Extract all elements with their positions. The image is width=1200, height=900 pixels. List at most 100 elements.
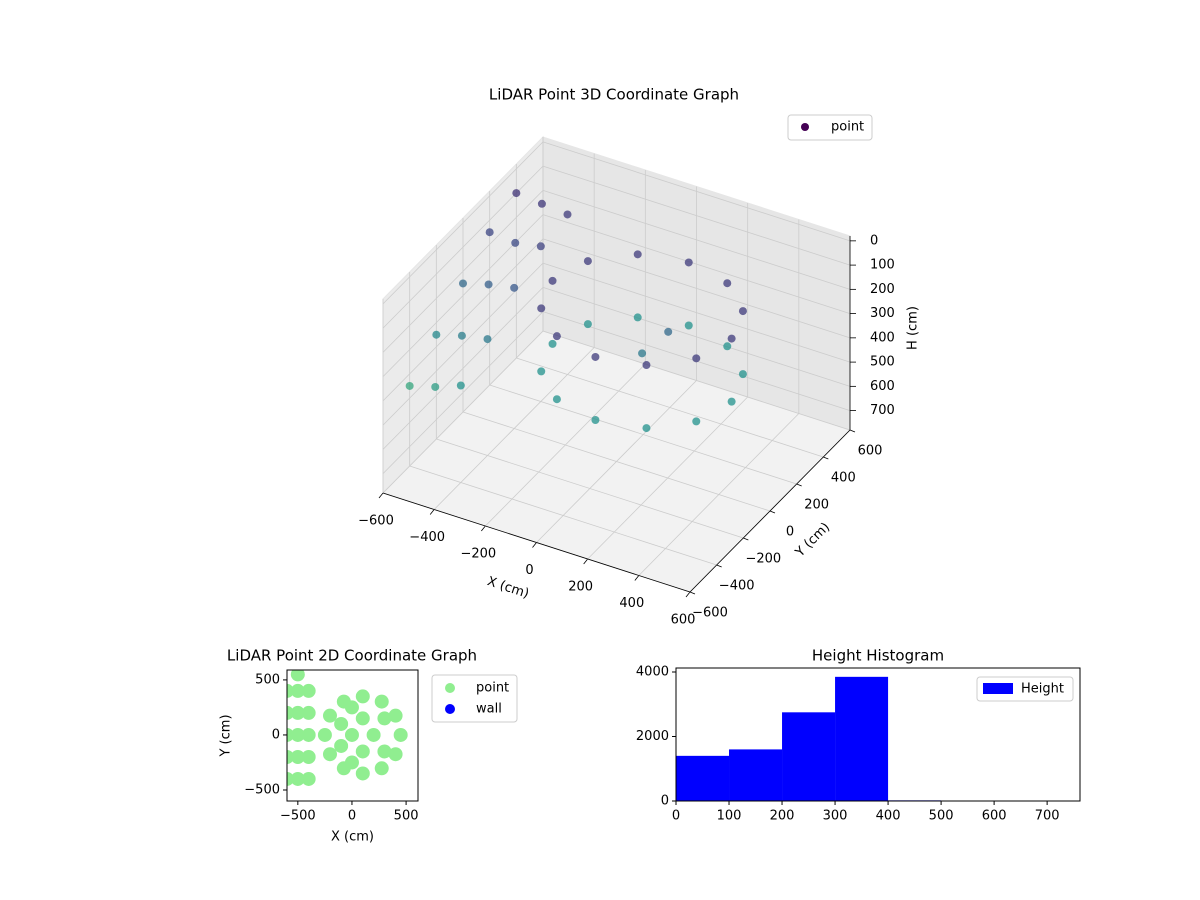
bar (782, 712, 836, 801)
point (583, 320, 592, 329)
point (301, 683, 316, 698)
x-tick-label: −200 (460, 547, 496, 562)
z-axis-label: H (cm) (906, 306, 921, 350)
point (512, 189, 521, 198)
point (355, 744, 370, 759)
point (563, 210, 572, 219)
tick-mark (685, 591, 691, 598)
grid-line (382, 287, 544, 450)
grid-line (542, 238, 851, 339)
point (684, 321, 693, 330)
legend-label: Height (1021, 682, 1064, 697)
grid-line (542, 141, 851, 242)
legend-label: wall (476, 702, 502, 717)
point (301, 771, 316, 786)
point (290, 683, 305, 698)
point (374, 761, 389, 776)
tick-mark (429, 509, 435, 515)
x-tick-label: 200 (770, 809, 795, 824)
point (393, 727, 408, 742)
tick-mark (849, 429, 856, 433)
legend-marker (983, 683, 1013, 694)
point (405, 381, 414, 390)
point (457, 331, 466, 340)
x-axis-line (382, 492, 691, 593)
point (548, 276, 557, 285)
y-tick-label: 0 (661, 794, 669, 809)
y-tick-label: 400 (831, 471, 856, 486)
point (738, 307, 747, 316)
y-axis-line (689, 429, 851, 593)
z-tick-label: 600 (870, 379, 895, 394)
point (459, 279, 467, 288)
tick-mark (796, 483, 802, 487)
legend-box (787, 114, 873, 141)
point (642, 424, 651, 433)
tick-mark (583, 558, 588, 565)
point (483, 335, 492, 344)
point (692, 417, 701, 426)
point (366, 727, 381, 742)
point (322, 708, 337, 723)
tick-mark (532, 542, 537, 548)
z-tick-label: 400 (870, 330, 895, 345)
grid-line (382, 311, 544, 474)
chart-title: LiDAR Point 3D Coordinate Graph (489, 86, 739, 104)
x-tick-label: 600 (671, 613, 696, 628)
point (548, 339, 557, 348)
point (485, 228, 494, 237)
legend-marker (445, 704, 455, 714)
y-tick-label: −500 (244, 782, 280, 797)
point (431, 382, 440, 391)
point (536, 242, 545, 251)
z-tick-label: 700 (870, 403, 895, 418)
point (432, 330, 441, 339)
y-tick-label: 500 (255, 672, 280, 687)
point (344, 727, 359, 742)
point (664, 327, 673, 336)
legend-label: point (831, 120, 864, 135)
tick-mark (689, 591, 696, 595)
point (583, 257, 592, 266)
grid-line (382, 190, 544, 353)
grid-line (542, 214, 851, 314)
bar (729, 749, 783, 801)
tick-mark (378, 492, 384, 499)
point (290, 749, 305, 764)
y-tick-label: 4000 (636, 664, 669, 679)
x-tick-label: −600 (358, 514, 394, 529)
legend-marker (801, 123, 809, 131)
point (344, 700, 359, 715)
y-tick-label: 2000 (636, 729, 669, 744)
tick-mark (481, 525, 486, 532)
y-tick-label: −400 (719, 579, 755, 594)
point (511, 238, 520, 247)
grid-line (516, 357, 824, 458)
point (642, 361, 651, 370)
grid-line (542, 286, 851, 387)
point (377, 744, 392, 759)
grid-line (382, 238, 544, 402)
y-axis-label: Y (cm) (792, 520, 833, 561)
point (344, 755, 359, 770)
grid-line (409, 465, 717, 566)
point (334, 716, 349, 731)
point (290, 670, 305, 682)
plot-frame (286, 669, 419, 802)
point (377, 711, 392, 726)
grid-line (542, 165, 851, 266)
point (552, 395, 561, 404)
point (355, 766, 370, 781)
point (374, 694, 389, 709)
plot-frame (675, 667, 1081, 802)
x-tick-label: 100 (717, 809, 742, 824)
y-tick-label: 600 (858, 444, 883, 459)
grid-line (542, 189, 851, 290)
point (290, 771, 305, 786)
point (727, 334, 736, 343)
point (301, 705, 316, 720)
point (388, 708, 403, 723)
tick-mark (634, 575, 640, 581)
grid-line (436, 438, 744, 539)
